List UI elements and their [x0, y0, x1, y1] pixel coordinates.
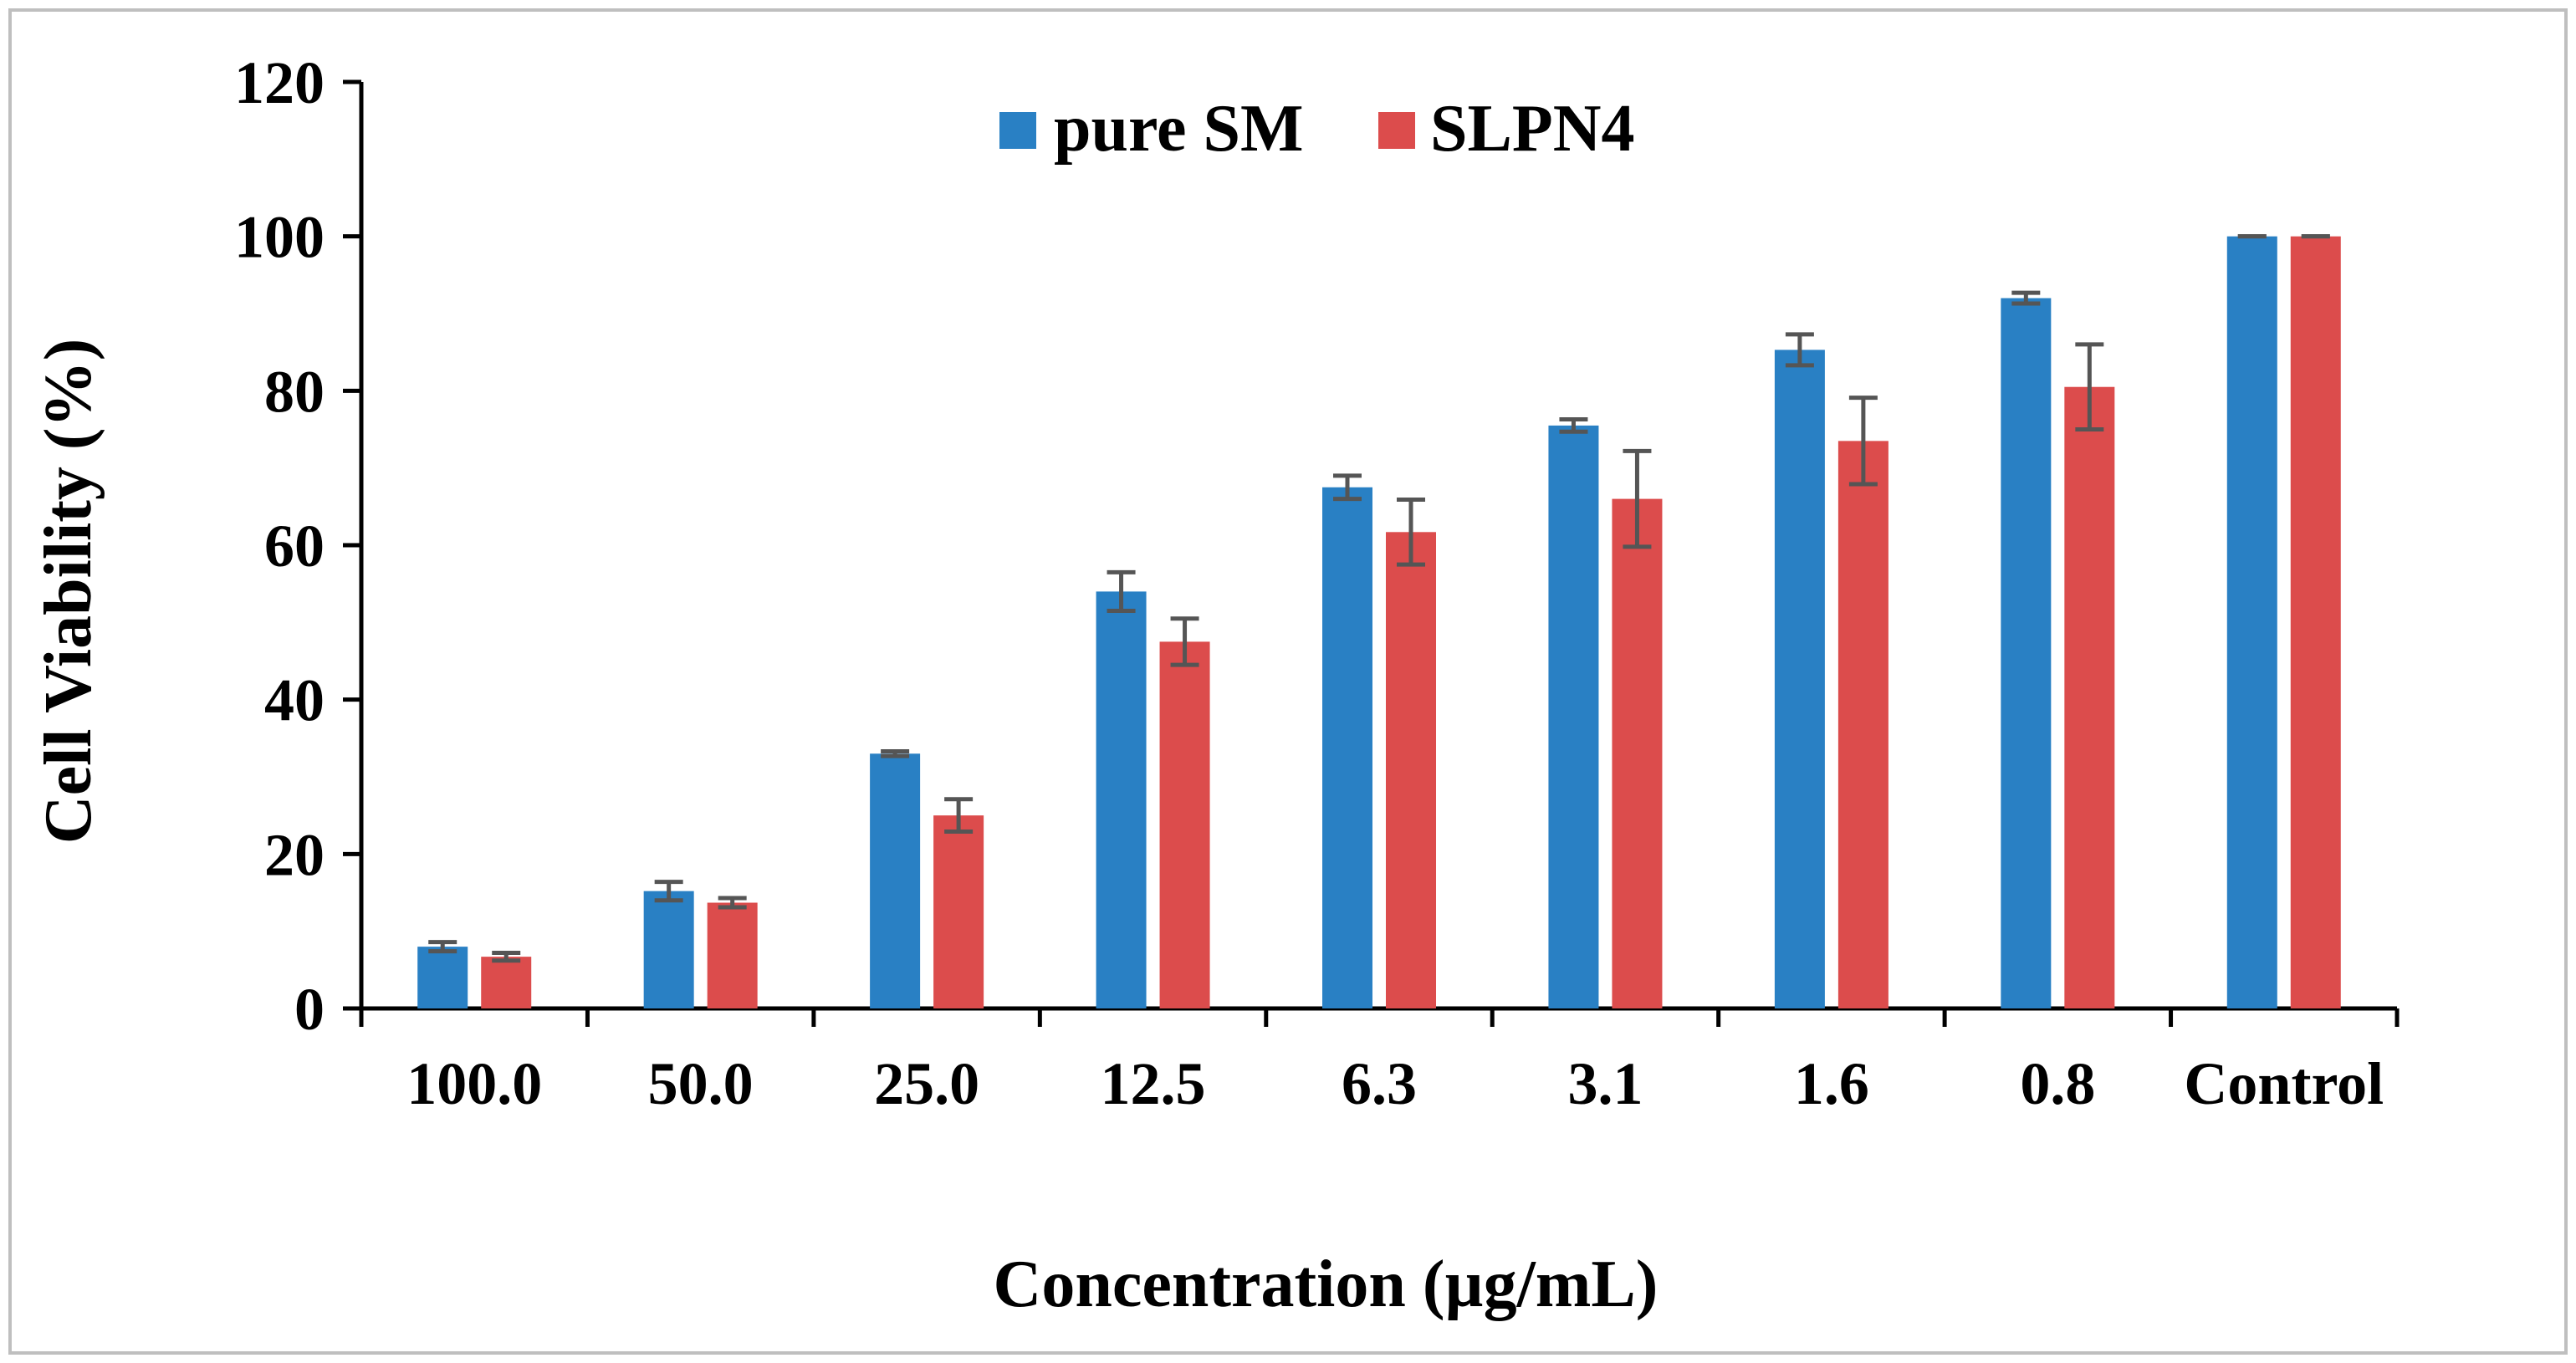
x-tick-label: 25.0: [874, 1050, 979, 1117]
x-tick-label: Control: [2184, 1050, 2384, 1117]
axes: [343, 79, 2400, 1027]
bar: [1322, 487, 1372, 1008]
y-axis-title: Cell Viability (%): [32, 339, 105, 844]
y-tick-label: 20: [264, 821, 325, 888]
bar: [2290, 236, 2341, 1009]
y-tick-label: 120: [234, 49, 325, 116]
chart-frame: [8, 8, 2568, 1355]
y-tick-label: 40: [264, 667, 325, 734]
x-tick-label: 100.0: [406, 1050, 542, 1117]
legend-swatch: [1378, 112, 1415, 149]
legend-label: SLPN4: [1430, 92, 1635, 166]
x-axis-title: Concentration (µg/mL): [994, 1248, 1659, 1321]
bar: [1548, 425, 1599, 1009]
x-tick-label: 12.5: [1101, 1050, 1206, 1117]
y-tick-label: 80: [264, 358, 325, 425]
bars: [417, 236, 2341, 1009]
y-tick-label: 100: [234, 204, 325, 271]
bar: [707, 902, 758, 1008]
legend-swatch: [999, 112, 1036, 149]
bar: [2001, 298, 2052, 1008]
y-tick-label: 60: [264, 513, 325, 579]
x-tick-label: 3.1: [1567, 1050, 1643, 1117]
bar: [643, 891, 694, 1008]
bar: [1159, 641, 1210, 1008]
bar: [1096, 591, 1147, 1008]
bar: [1612, 498, 1663, 1008]
bar: [2226, 236, 2277, 1009]
bar: [481, 957, 532, 1008]
tick-labels: 0 20 40 60 80 100 120 100.0 50.0 25.0 12.5 6.3 3.1 1.…: [234, 49, 2384, 1117]
y-tick-label: 0: [294, 976, 325, 1043]
bar: [417, 947, 468, 1008]
bar: [1774, 350, 1825, 1008]
error-bars: [428, 234, 2330, 963]
bar: [1386, 532, 1436, 1008]
legend: pure SM SLPN4: [999, 92, 1635, 166]
bar: [2064, 386, 2115, 1008]
bar: [870, 753, 921, 1008]
bar: [933, 815, 984, 1008]
x-tick-label: 6.3: [1342, 1050, 1417, 1117]
x-tick-label: 50.0: [648, 1050, 754, 1117]
bar: [1837, 441, 1889, 1008]
x-tick-label: 1.6: [1794, 1050, 1869, 1117]
x-tick-label: 0.8: [2020, 1050, 2095, 1117]
legend-label: pure SM: [1054, 92, 1304, 166]
